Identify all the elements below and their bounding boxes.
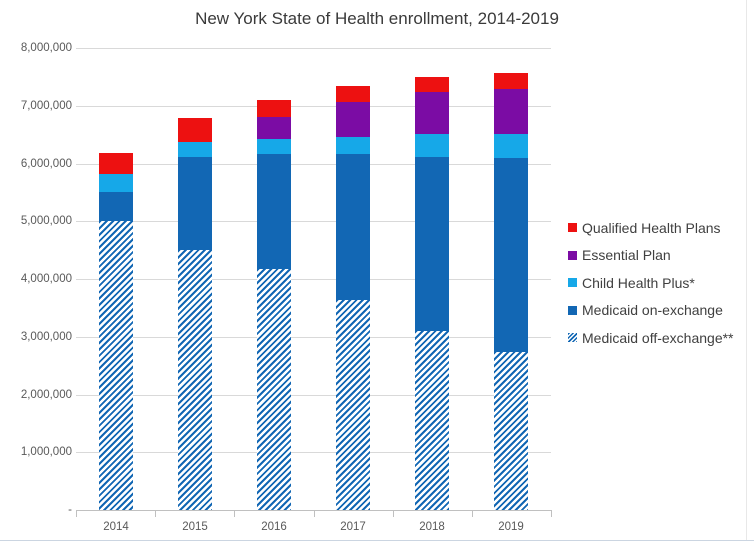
legend-item-medicaid_on: Medicaid on-exchange [568, 297, 734, 325]
bar-segment-chp-2016 [257, 139, 291, 154]
right-divider [746, 0, 747, 540]
y-tick-label: 4,000,000 [20, 273, 72, 285]
x-axis-line [76, 510, 552, 511]
bar-segment-medicaid_on-2018 [415, 157, 449, 331]
bar-segment-chp-2018 [415, 134, 449, 157]
x-axis-tick [551, 511, 552, 517]
legend-label: Medicaid on-exchange [582, 302, 723, 319]
y-tick-label: 8,000,000 [20, 42, 72, 54]
bar-segment-chp-2019 [494, 134, 528, 158]
legend-item-chp: Child Health Plus* [568, 269, 734, 297]
x-tick-label-2014: 2014 [103, 521, 129, 533]
bar-segment-medicaid_off-2016 [257, 269, 291, 510]
bar-segment-qhp-2019 [494, 73, 528, 89]
y-tick-label: - [68, 504, 72, 516]
bar-segment-medicaid_on-2017 [336, 154, 370, 300]
y-tick-label: 7,000,000 [20, 99, 72, 112]
legend-swatch-medicaid_off [568, 333, 577, 343]
x-axis-tick [472, 511, 473, 517]
x-tick-label-2017: 2017 [340, 521, 366, 533]
gridline [76, 48, 551, 49]
bar-segment-essential-2018 [415, 92, 449, 134]
x-axis-tick [314, 511, 315, 517]
bar-segment-qhp-2017 [336, 86, 370, 102]
y-tick-label: 6,000,000 [20, 157, 72, 170]
gridline [76, 279, 551, 280]
legend-label: Essential Plan [582, 247, 671, 264]
legend-item-medicaid_off: Medicaid off-exchange** [568, 324, 734, 352]
x-tick-label-2019: 2019 [498, 521, 524, 533]
y-tick-label: 2,000,000 [20, 388, 72, 401]
legend-item-qhp: Qualified Health Plans [568, 214, 734, 242]
bar-segment-medicaid_on-2019 [494, 158, 528, 352]
gridline [76, 106, 551, 107]
legend-item-essential: Essential Plan [568, 242, 734, 270]
x-axis-tick [393, 511, 394, 517]
x-tick-label-2018: 2018 [419, 521, 445, 533]
legend-swatch-qhp [568, 223, 577, 233]
bar-segment-medicaid_off-2019 [494, 352, 528, 510]
gridline [76, 452, 551, 453]
bar-segment-chp-2014 [99, 174, 133, 192]
bar-segment-qhp-2016 [257, 100, 291, 117]
bar-segment-chp-2017 [336, 137, 370, 154]
x-tick-label-2016: 2016 [261, 521, 287, 533]
bottom-divider [0, 540, 754, 541]
gridline [76, 164, 551, 165]
legend-label: Qualified Health Plans [582, 219, 721, 236]
bar-segment-medicaid_off-2017 [336, 300, 370, 510]
x-axis-tick [234, 511, 235, 517]
bar-segment-medicaid_off-2014 [99, 221, 133, 510]
bar-segment-medicaid_off-2015 [178, 250, 212, 510]
legend-swatch-chp [568, 278, 577, 288]
y-tick-label: 3,000,000 [20, 330, 72, 343]
bar-segment-chp-2015 [178, 142, 212, 157]
x-tick-label-2015: 2015 [182, 521, 208, 533]
bar-segment-qhp-2015 [178, 118, 212, 142]
bar-segment-medicaid_off-2018 [415, 331, 449, 510]
bar-segment-medicaid_on-2016 [257, 154, 291, 269]
x-axis-tick [76, 511, 77, 517]
bar-segment-essential-2019 [494, 89, 528, 134]
bar-segment-medicaid_on-2014 [99, 192, 133, 221]
bar-segment-qhp-2018 [415, 77, 449, 92]
legend: Qualified Health Plans Essential Plan Chil… [568, 214, 734, 352]
bar-segment-medicaid_on-2015 [178, 157, 212, 250]
bar-segment-qhp-2014 [99, 153, 133, 174]
y-tick-label: 5,000,000 [20, 215, 72, 228]
bar-segment-essential-2017 [336, 102, 370, 137]
gridline [76, 337, 551, 338]
gridline [76, 221, 551, 222]
legend-label: Child Health Plus* [582, 274, 695, 291]
legend-swatch-essential [568, 250, 577, 260]
y-tick-label: 1,000,000 [20, 446, 72, 459]
gridline [76, 395, 551, 396]
bar-segment-essential-2016 [257, 117, 291, 139]
x-axis-tick [155, 511, 156, 517]
legend-label: Medicaid off-exchange** [582, 329, 734, 346]
chart-title: New York State of Health enrollment, 201… [195, 9, 559, 28]
legend-swatch-medicaid_on [568, 305, 577, 315]
